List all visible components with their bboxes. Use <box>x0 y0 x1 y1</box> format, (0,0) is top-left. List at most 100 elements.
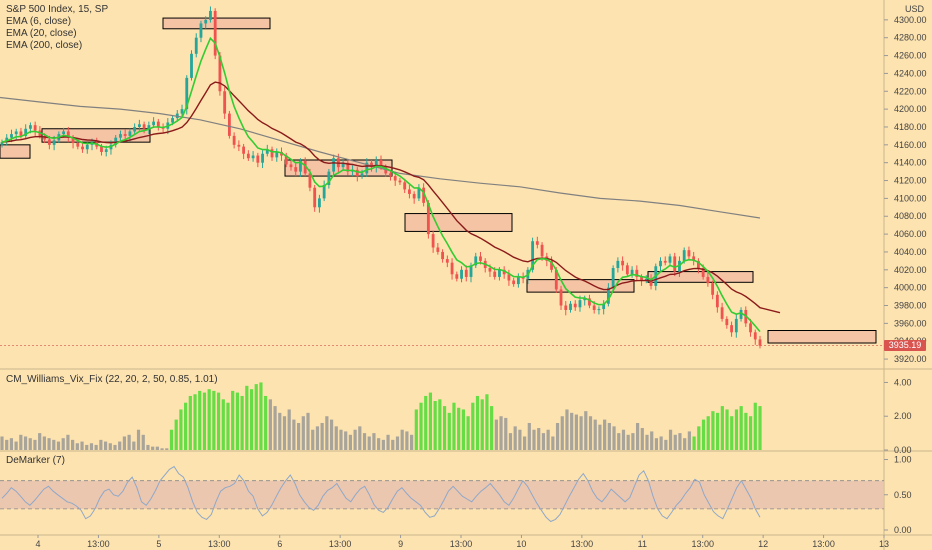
vix-bar <box>386 434 390 450</box>
candle-body <box>332 158 336 172</box>
candle-body <box>384 167 388 174</box>
candle-body <box>706 276 710 284</box>
vix-bar <box>541 433 546 450</box>
candle-body <box>209 10 212 20</box>
vix-bar <box>207 389 211 450</box>
ema6-legend[interactable]: EMA (6, close) <box>6 16 72 27</box>
vix-bar <box>607 422 611 450</box>
vix-bar <box>730 416 734 450</box>
price-tick-label: 4000.00 <box>894 283 927 293</box>
candle-body <box>43 135 47 140</box>
candle-body <box>284 155 288 165</box>
vix-bar <box>320 422 324 450</box>
candle-body <box>692 256 696 261</box>
vix-bar <box>118 441 122 450</box>
time-tick-label: 13:00 <box>691 539 714 549</box>
vix-bar <box>344 431 348 450</box>
demarker-tick-label: 1.00 <box>894 455 912 465</box>
candle-body <box>147 125 151 129</box>
vix-bar <box>85 444 89 450</box>
candle-body <box>47 139 51 145</box>
vix-bar <box>113 444 117 450</box>
candle-body <box>583 298 587 301</box>
candle-body <box>474 256 478 266</box>
ema200-legend[interactable]: EMA (200, close) <box>6 40 83 51</box>
candle-body <box>417 187 421 199</box>
vix-bar <box>612 426 616 450</box>
vix-bar <box>155 446 159 450</box>
vix-bar <box>61 438 65 450</box>
candle-body <box>242 146 246 154</box>
candle-body <box>29 125 32 129</box>
time-tick-label: 13:00 <box>450 539 473 549</box>
vix-bar <box>297 422 301 450</box>
vix-fix-label[interactable]: CM_Williams_Vix_Fix (22, 20, 2, 50, 0.85… <box>6 374 218 385</box>
vix-bar <box>329 419 334 450</box>
vix-bar <box>221 399 225 450</box>
vix-bar <box>617 433 621 450</box>
candle-body <box>256 155 260 163</box>
vix-bar <box>160 448 164 450</box>
vix-bar <box>697 426 701 450</box>
candle-body <box>265 149 269 154</box>
vix-bar <box>683 438 687 450</box>
vix-bar <box>235 392 240 450</box>
vix-tick-label: 0.00 <box>894 445 912 455</box>
price-tick-label: 4260.00 <box>894 51 927 61</box>
time-tick-label: 4 <box>35 539 40 549</box>
price-tick-label: 4160.00 <box>894 140 927 150</box>
time-tick-label: 13:00 <box>208 539 231 549</box>
candle-body <box>569 303 572 310</box>
candle-body <box>436 247 440 252</box>
price-tick-label: 3980.00 <box>894 301 927 311</box>
vix-bar <box>75 443 79 450</box>
vix-bar <box>758 406 762 450</box>
demarker-tick-label: 0.50 <box>894 490 912 500</box>
candle-body <box>190 53 193 78</box>
vix-bar <box>395 436 400 450</box>
vix-bar <box>249 389 254 450</box>
time-tick-label: 13:00 <box>87 539 110 549</box>
vix-bar <box>744 412 748 450</box>
candle-body <box>460 269 463 279</box>
demarker-line <box>1 465 761 523</box>
vix-bar <box>146 444 150 450</box>
candle-body <box>559 289 563 306</box>
candle-body <box>199 23 203 38</box>
candle-body <box>66 131 70 138</box>
last-price-tag: 3935.19 <box>884 340 926 351</box>
vix-bar <box>706 416 710 450</box>
vix-bar <box>273 406 277 450</box>
vix-bar <box>494 419 498 450</box>
candle-body <box>313 187 317 208</box>
candle-body <box>398 180 402 183</box>
candle-body <box>322 185 326 199</box>
candle-body <box>294 167 298 172</box>
vix-bar <box>734 409 739 450</box>
demarker-label[interactable]: DeMarker (7) <box>6 455 65 466</box>
vix-bar <box>287 409 291 450</box>
candle-body <box>76 143 80 147</box>
candle-body <box>104 149 108 152</box>
ema20-legend[interactable]: EMA (20, close) <box>6 28 77 39</box>
vix-bar <box>739 406 743 450</box>
candle-body <box>194 37 198 54</box>
vix-bar <box>650 431 654 450</box>
vix-bar <box>66 434 70 450</box>
vix-bar <box>701 419 706 450</box>
candle-body <box>479 256 482 261</box>
vix-bar <box>475 395 480 450</box>
time-tick-label: 6 <box>277 539 282 549</box>
vix-bar <box>358 426 362 450</box>
candle-body <box>204 19 208 24</box>
candle-body <box>512 280 516 285</box>
candle-body <box>327 171 331 185</box>
candle-body <box>621 260 625 266</box>
vix-bar <box>311 429 315 450</box>
vix-bar <box>52 439 56 450</box>
candle-body <box>588 298 591 306</box>
vix-bar <box>151 446 155 450</box>
candle-body <box>62 131 65 135</box>
